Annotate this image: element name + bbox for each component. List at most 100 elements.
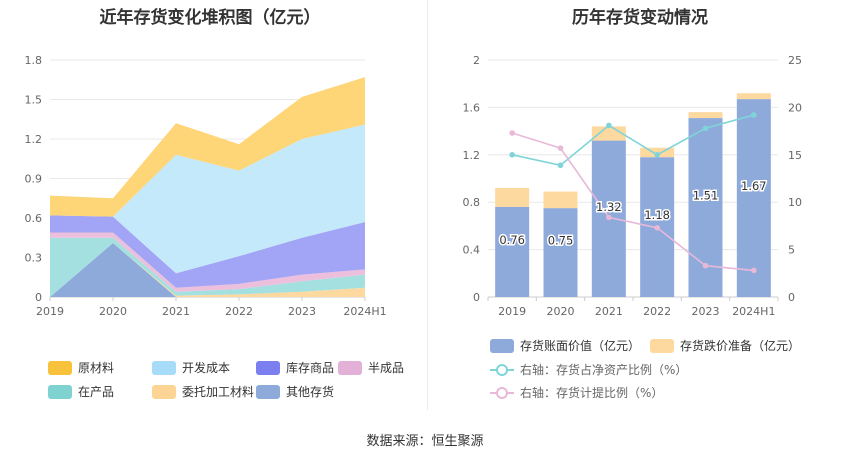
legend-item: 原材料 bbox=[48, 359, 114, 376]
line-ratio-net-assets bbox=[511, 114, 755, 167]
x-tick-label: 2022 bbox=[643, 305, 671, 318]
bar-book-value bbox=[736, 99, 771, 297]
y-tick-label: 1.6 bbox=[463, 101, 481, 114]
bar-book-value bbox=[495, 206, 530, 297]
line-point bbox=[654, 224, 660, 231]
bar-value-label: 0.76 bbox=[499, 233, 525, 247]
y2-tick-label: 10 bbox=[788, 196, 802, 209]
line-point bbox=[509, 152, 515, 158]
x-tick-label: 2022 bbox=[225, 305, 253, 318]
x-tick-label: 2019 bbox=[498, 305, 526, 318]
y-tick-label: 1.8 bbox=[25, 54, 43, 67]
legend-item: 库存商品 bbox=[256, 359, 334, 376]
stacked-area-chart: 0 0.3 0.6 0.9 1.2 1.5 1.8 2019 2020 2021 2022 2023 2… bbox=[25, 54, 387, 318]
area-2 bbox=[50, 243, 365, 297]
bar-impairment bbox=[543, 191, 578, 209]
y-tick-label: 0 bbox=[473, 291, 480, 304]
x-tick-label: 2023 bbox=[692, 305, 720, 318]
panel-divider bbox=[427, 0, 428, 410]
line-point bbox=[557, 162, 564, 169]
y-tick-label: 0.8 bbox=[463, 196, 481, 209]
x-tick-label: 2019 bbox=[36, 305, 64, 318]
y-tick-label: 2 bbox=[473, 54, 480, 67]
bar-book-value bbox=[543, 208, 578, 297]
legend-label: 半成品 bbox=[368, 361, 405, 375]
legend-label: 存货跌价准备（亿元） bbox=[680, 339, 801, 353]
legend-swatch bbox=[490, 338, 514, 353]
bar-value-label: 0.75 bbox=[548, 234, 574, 248]
area-6 bbox=[50, 124, 365, 274]
x-tick-label: 2024H1 bbox=[343, 305, 386, 318]
area-3 bbox=[50, 237, 365, 297]
y2-tick-label: 0 bbox=[788, 291, 795, 304]
line-point bbox=[702, 125, 709, 132]
legend-swatch bbox=[48, 360, 72, 375]
legend-label: 存货账面价值（亿元） bbox=[520, 339, 641, 353]
x-tick-label: 2020 bbox=[547, 305, 575, 318]
data-source: 数据来源：恒生聚源 bbox=[366, 434, 484, 449]
legend-label: 右轴：存货计提比例（%） bbox=[520, 386, 664, 400]
legend-item: 存货跌价准备（亿元） bbox=[650, 337, 800, 354]
legend-item: 在产品 bbox=[48, 383, 114, 400]
line-point bbox=[751, 267, 757, 274]
legend-label: 库存商品 bbox=[286, 361, 335, 375]
bar-book-value bbox=[688, 118, 723, 297]
right-chart-title: 历年存货变动情况 bbox=[572, 8, 708, 28]
legend-item: 右轴：存货占净资产比例（%） bbox=[490, 361, 687, 378]
line-point bbox=[606, 122, 612, 129]
y-tick-label: 0.4 bbox=[463, 244, 481, 257]
legend-label: 委托加工材料 bbox=[182, 385, 255, 399]
line-point bbox=[751, 112, 757, 118]
legend-swatch bbox=[650, 338, 674, 353]
y2-tick-label: 20 bbox=[788, 101, 802, 114]
bar-value-label: 1.18 bbox=[644, 208, 670, 222]
area-5 bbox=[50, 215, 365, 288]
x-tick-label: 2024H1 bbox=[732, 305, 775, 318]
legend-label: 其他存货 bbox=[286, 385, 335, 399]
legend-label: 在产品 bbox=[78, 385, 115, 399]
y2-tick-label: 25 bbox=[788, 54, 802, 67]
line-point bbox=[654, 152, 660, 158]
y-tick-label: 1.2 bbox=[25, 133, 43, 146]
y-tick-label: 0.9 bbox=[25, 173, 43, 186]
y-tick-label: 0.3 bbox=[25, 252, 43, 265]
y-tick-label: 1.5 bbox=[25, 94, 43, 107]
legend-item: 右轴：存货计提比例（%） bbox=[490, 384, 663, 401]
legend-item: 委托加工材料 bbox=[152, 383, 254, 400]
legend-swatch bbox=[338, 360, 362, 375]
legend-swatch bbox=[152, 360, 176, 375]
y2-tick-label: 15 bbox=[788, 149, 802, 162]
bar-value-label: 1.67 bbox=[741, 179, 767, 193]
line-provision-ratio bbox=[511, 132, 754, 272]
legend-swatch bbox=[152, 384, 176, 399]
legend-label: 原材料 bbox=[78, 361, 115, 375]
legend-swatch bbox=[490, 386, 514, 400]
x-tick-label: 2021 bbox=[595, 305, 623, 318]
line-point bbox=[557, 145, 564, 151]
legend-item: 存货账面价值（亿元） bbox=[490, 337, 640, 354]
bar-impairment bbox=[495, 187, 530, 207]
left-chart-title: 近年存货变化堆积图（亿元） bbox=[99, 8, 321, 28]
bar-value-label: 1.51 bbox=[693, 189, 719, 203]
area-7 bbox=[50, 77, 365, 217]
bar-impairment bbox=[688, 112, 723, 119]
line-point bbox=[509, 130, 515, 136]
x-tick-label: 2023 bbox=[288, 305, 316, 318]
y-tick-label: 0.6 bbox=[25, 212, 43, 225]
line-point bbox=[702, 262, 709, 269]
bar-impairment bbox=[736, 93, 771, 100]
line-point bbox=[606, 214, 612, 221]
legend-item: 开发成本 bbox=[152, 359, 230, 376]
legend-label: 右轴：存货占净资产比例（%） bbox=[520, 363, 688, 377]
legend-item: 半成品 bbox=[338, 359, 404, 376]
y2-tick-label: 5 bbox=[788, 244, 795, 257]
x-tick-label: 2021 bbox=[162, 305, 190, 318]
bar-value-label: 1.32 bbox=[596, 200, 622, 214]
legend-label: 开发成本 bbox=[182, 361, 231, 375]
x-tick-label: 2020 bbox=[99, 305, 127, 318]
y-tick-label: 0 bbox=[35, 291, 42, 304]
legend-swatch bbox=[490, 363, 514, 377]
legend-swatch bbox=[48, 384, 72, 399]
legend-item: 其他存货 bbox=[256, 383, 334, 400]
